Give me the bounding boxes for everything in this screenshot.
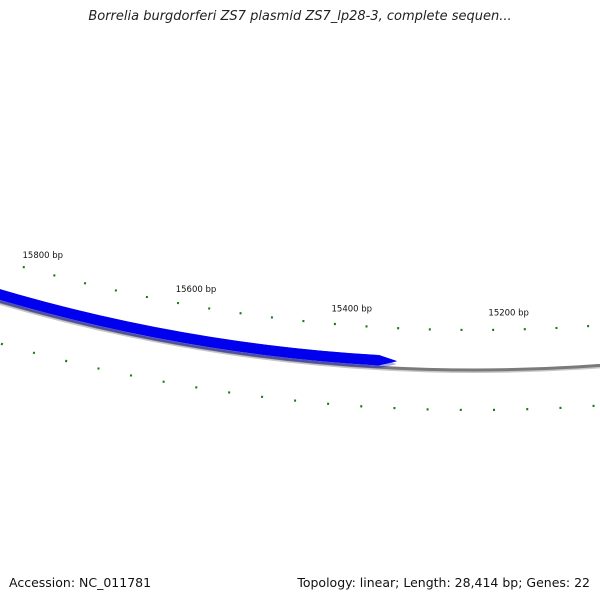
gene-shadow	[0, 292, 397, 369]
minor-tick	[53, 274, 56, 277]
minor-tick	[32, 351, 36, 355]
scale-label: 15600 bp	[176, 285, 217, 295]
minor-tick	[83, 281, 87, 285]
scale-label: 15200 bp	[488, 309, 529, 319]
backbone-shadow	[0, 302, 600, 373]
scale-labels: 16800 bp16600 bp16400 bp16200 bp16000 bp…	[23, 251, 529, 319]
minor-tick	[0, 342, 4, 346]
minor-tick	[22, 265, 26, 269]
gene-arrow[interactable]	[0, 71, 398, 366]
gene-labels: BbuZS7_H14BbuZS7_H13	[0, 124, 600, 293]
inner-scale-ticks	[0, 342, 595, 411]
plasmid-backbone	[0, 300, 600, 372]
scale-label: 15400 bp	[332, 304, 373, 314]
gene-features	[0, 71, 398, 369]
accession-text: Accession: NC_011781	[9, 575, 152, 590]
scale-label: 15800 bp	[23, 251, 64, 261]
outer-scale-ticks	[22, 265, 590, 332]
minor-tick	[64, 359, 68, 363]
map-title: Borrelia burgdorferi ZS7 plasmid ZS7_lp2…	[88, 9, 512, 24]
plasmid-summary: Topology: linear; Length: 28,414 bp; Gen…	[297, 575, 590, 590]
